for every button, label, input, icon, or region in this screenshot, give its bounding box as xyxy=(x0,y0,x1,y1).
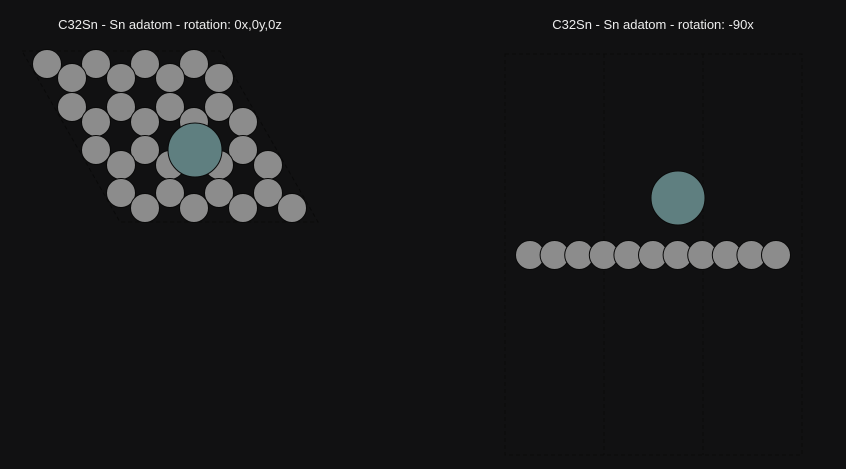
carbon-atom xyxy=(130,107,160,137)
tin-adatom xyxy=(167,122,223,178)
carbon-atom xyxy=(204,178,234,208)
carbon-atom xyxy=(253,150,283,180)
carbon-atom xyxy=(130,49,160,79)
carbon-atom xyxy=(57,63,87,93)
carbon-atom xyxy=(81,49,111,79)
carbon-atom xyxy=(130,135,160,165)
carbon-atom xyxy=(228,135,258,165)
carbon-atom xyxy=(130,193,160,223)
carbon-atom xyxy=(179,49,209,79)
carbon-atom xyxy=(106,178,136,208)
carbon-atom xyxy=(106,150,136,180)
carbon-atom xyxy=(106,63,136,93)
carbon-atom xyxy=(32,49,62,79)
carbon-atom xyxy=(81,107,111,137)
unit-cell-top-view xyxy=(21,50,319,223)
carbon-atom xyxy=(155,92,185,122)
carbon-atom xyxy=(106,92,136,122)
carbon-atom xyxy=(228,107,258,137)
carbon-atom xyxy=(155,63,185,93)
carbon-atom xyxy=(81,135,111,165)
panel-title-top-view: C32Sn - Sn adatom - rotation: 0x,0y,0z xyxy=(58,17,282,32)
carbon-atom xyxy=(253,178,283,208)
tin-adatom xyxy=(650,170,706,226)
carbon-atom xyxy=(277,193,307,223)
carbon-atom xyxy=(179,193,209,223)
carbon-atom xyxy=(204,63,234,93)
carbon-atom xyxy=(761,240,791,270)
carbon-atom xyxy=(57,92,87,122)
carbon-atom xyxy=(228,193,258,223)
panel-title-side-view: C32Sn - Sn adatom - rotation: -90x xyxy=(552,17,754,32)
carbon-atom xyxy=(155,178,185,208)
carbon-atom xyxy=(204,92,234,122)
unit-cell-side-view xyxy=(504,53,803,456)
